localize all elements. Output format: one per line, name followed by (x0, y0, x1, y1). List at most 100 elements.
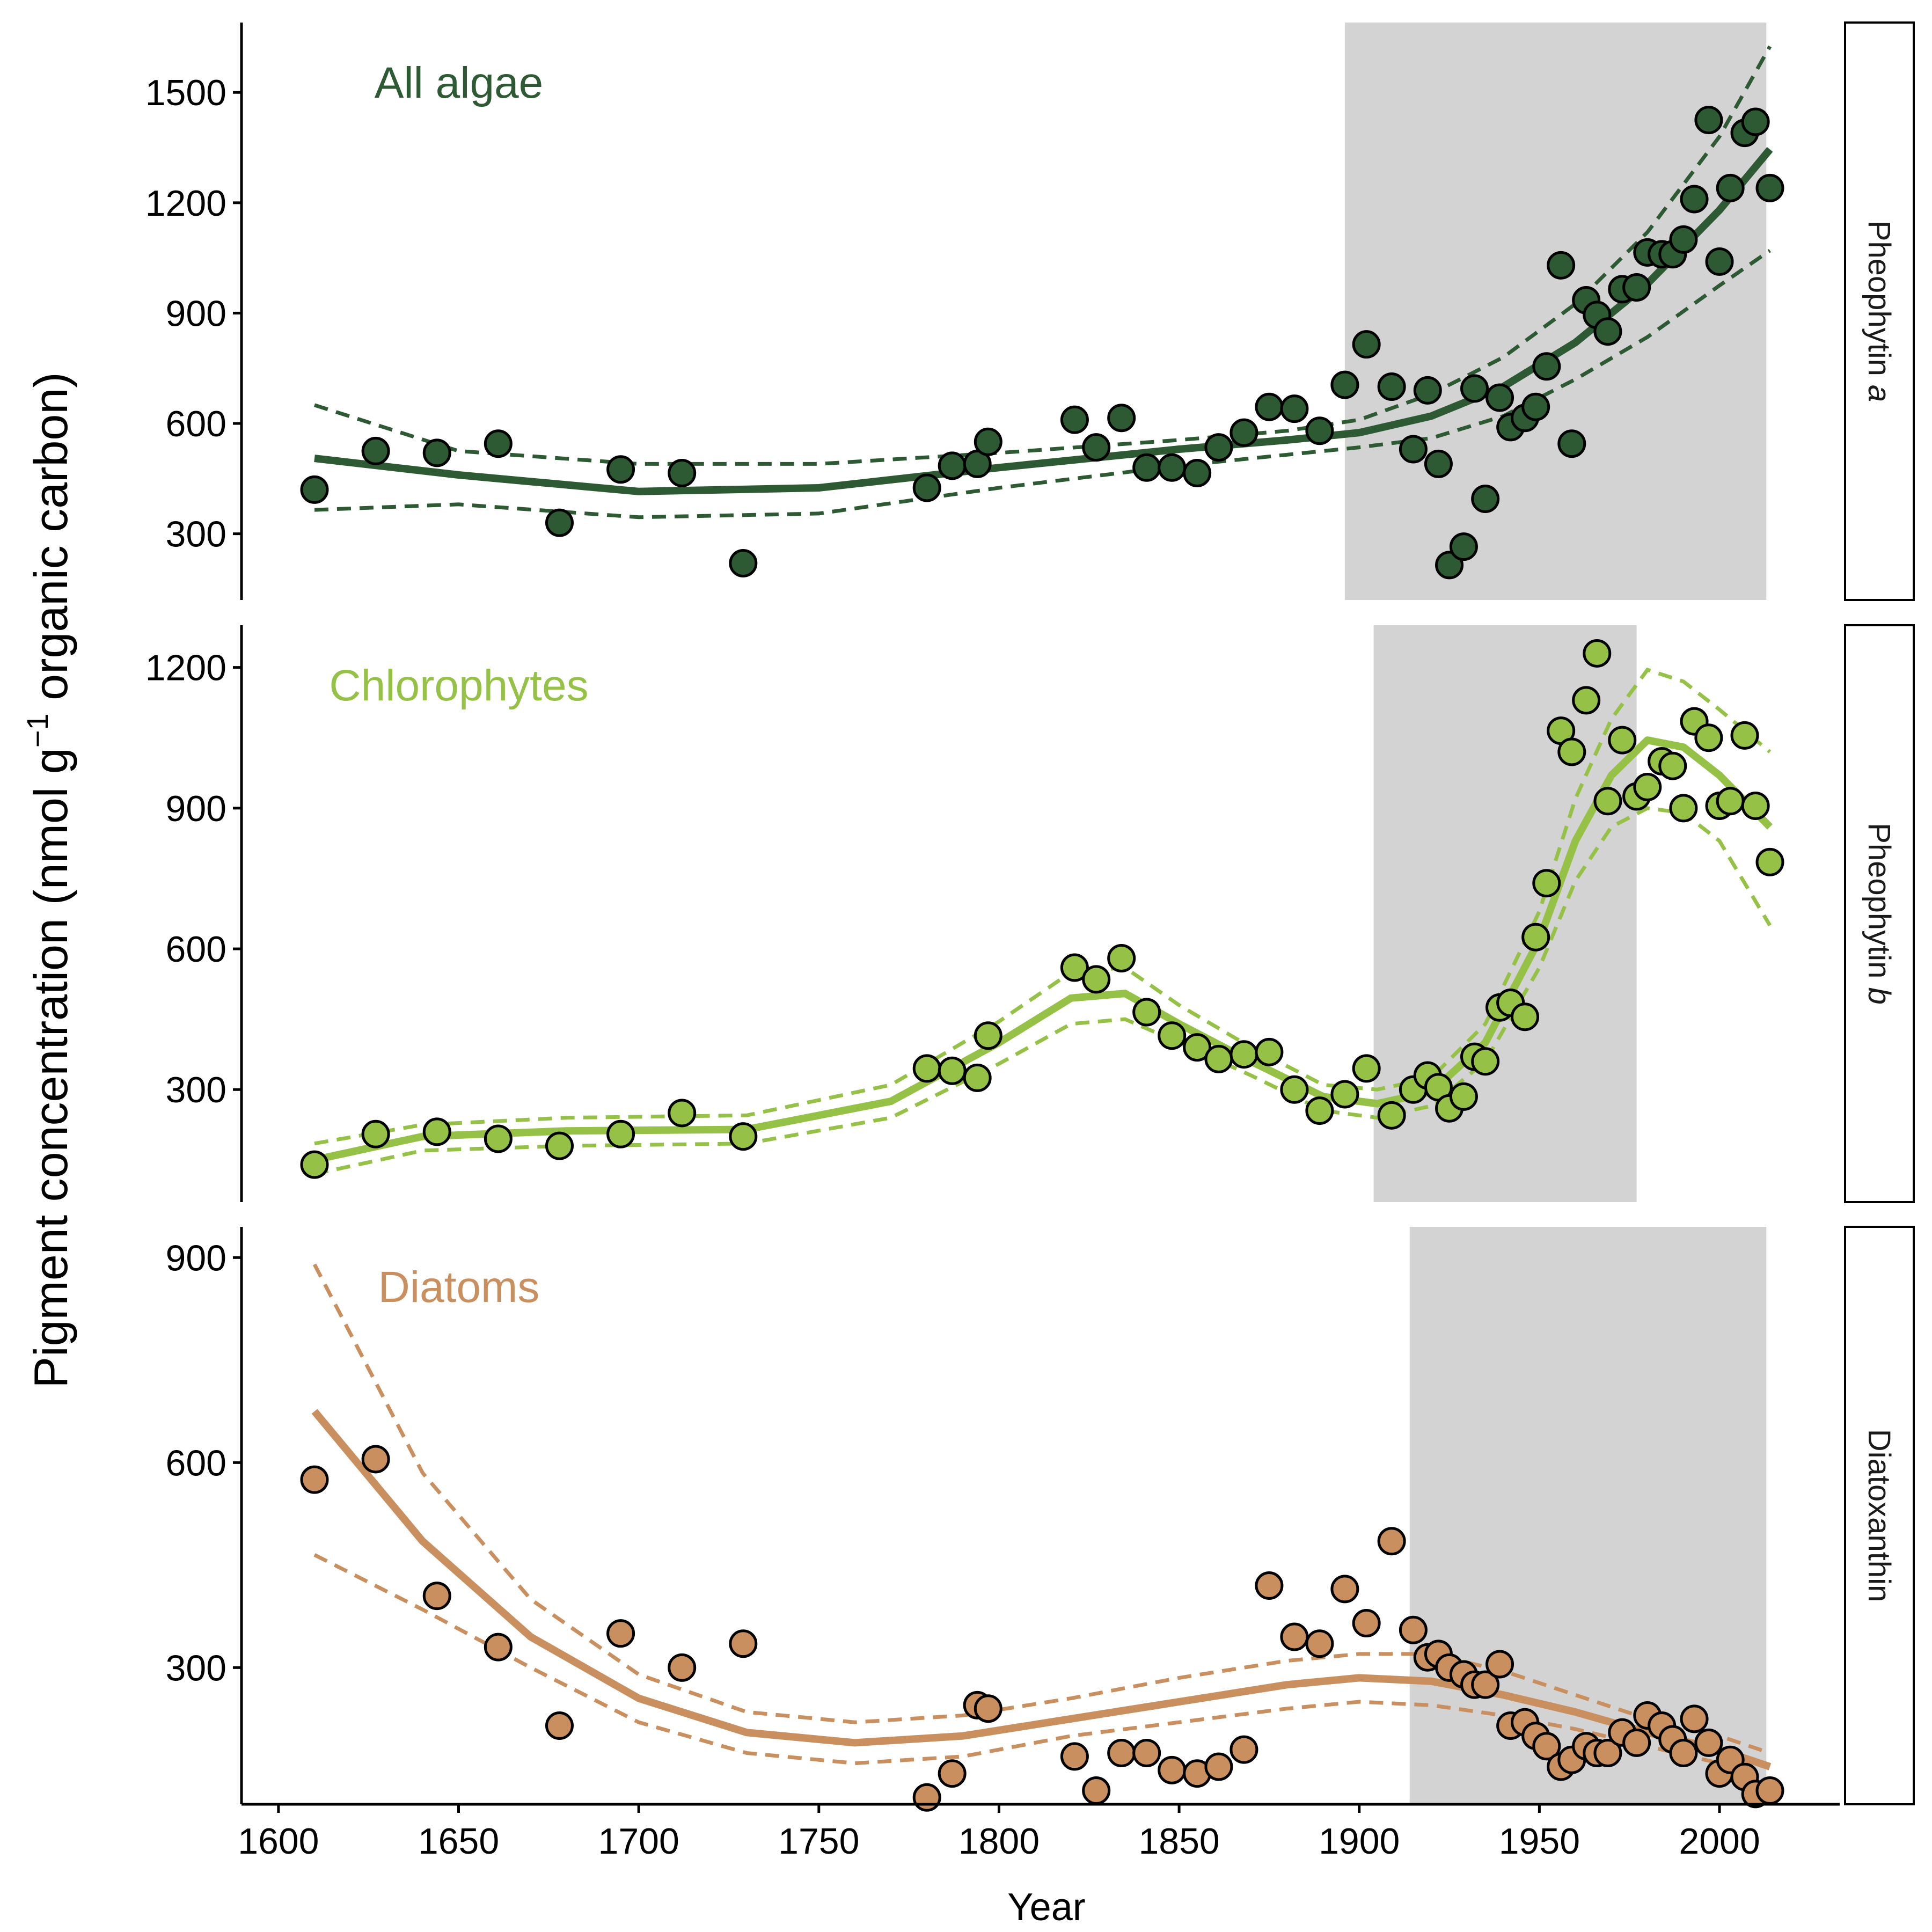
data-point (1658, 751, 1687, 780)
facet-strip-label: Pheophytin b (1862, 823, 1897, 1005)
data-point (1158, 453, 1187, 482)
data-point (668, 459, 697, 488)
series-label: Chlorophytes (329, 661, 588, 710)
data-point (606, 1619, 635, 1648)
data-point (422, 1582, 451, 1611)
data-point (1680, 1704, 1709, 1733)
y-tick-label: 600 (166, 929, 226, 970)
y-tick-label: 600 (166, 1443, 226, 1483)
data-point (545, 1711, 574, 1740)
data-point (1669, 794, 1698, 823)
data-point (545, 1131, 574, 1160)
data-point (1132, 1738, 1161, 1767)
data-point (1557, 429, 1586, 458)
facet-strip (1844, 21, 1915, 601)
data-point (1622, 1728, 1651, 1757)
data-point (1622, 273, 1651, 302)
data-point (1730, 721, 1759, 750)
data-point (545, 508, 574, 537)
data-point (1680, 185, 1709, 214)
data-point (1532, 1732, 1561, 1761)
data-point (1521, 392, 1550, 421)
data-point (606, 455, 635, 484)
y-tick-label: 300 (166, 514, 226, 555)
data-point (1716, 787, 1745, 816)
y-axis-label-end: organic carbon) (24, 372, 77, 713)
facet-strip-text: Diatoxanthin (1862, 1429, 1897, 1602)
data-point (963, 1063, 992, 1092)
data-point (1377, 1527, 1406, 1556)
x-tick-label: 1650 (418, 1821, 499, 1862)
data-point (1255, 1037, 1284, 1066)
data-point (1755, 1776, 1784, 1805)
data-point (912, 1783, 941, 1812)
panel-3: 300 600 900 Diatoms Diatoxanthin (166, 1226, 1915, 1812)
data-point (484, 1124, 513, 1153)
data-point (1230, 1040, 1258, 1069)
data-point (361, 1445, 390, 1474)
x-axis-label: Year (1007, 1886, 1085, 1929)
data-point (300, 1150, 329, 1179)
data-point (1107, 404, 1136, 433)
data-point (1204, 1044, 1233, 1073)
data-point (1669, 225, 1698, 254)
data-point (1485, 383, 1514, 412)
data-point (1305, 1629, 1334, 1658)
data-point (1449, 1082, 1478, 1111)
data-point (1694, 723, 1723, 752)
data-point (1694, 1728, 1723, 1757)
y-tick-label: 1200 (145, 183, 226, 224)
fitted-trend-line (311, 1409, 1772, 1770)
data-point (912, 1054, 941, 1083)
data-point (1230, 418, 1258, 447)
data-point (974, 1694, 1002, 1723)
x-tick-label: 1850 (1138, 1821, 1219, 1862)
data-point (1280, 1622, 1309, 1651)
data-point (1557, 737, 1586, 766)
data-point (1377, 1101, 1406, 1130)
data-point (1399, 1615, 1428, 1644)
data-point (1399, 435, 1428, 464)
data-point (1593, 787, 1622, 816)
data-point (1082, 965, 1111, 994)
data-point (484, 1633, 513, 1662)
lower-confidence-line (313, 1553, 1771, 1782)
x-tick-label: 1600 (238, 1821, 319, 1862)
facet-strip-label: Diatoxanthin (1862, 1429, 1897, 1602)
data-point (1204, 433, 1233, 462)
lower-confidence-line (314, 806, 1772, 1176)
data-point (361, 436, 390, 465)
data-point (1471, 485, 1500, 514)
data-point (1511, 1002, 1540, 1031)
panel-2: 300 600 900 1200 Chlorophytes Pheophytin b (145, 624, 1915, 1203)
data-point (938, 1759, 967, 1788)
y-tick-label: 1500 (145, 72, 226, 113)
facet-strip (1844, 1226, 1915, 1805)
data-point (729, 548, 758, 577)
data-point (1352, 1609, 1381, 1638)
data-point (1460, 374, 1489, 403)
data-point (938, 1056, 967, 1085)
y-tick-label: 900 (166, 293, 226, 334)
y-axis-label: Pigment concentration (nmol g−1 organic … (20, 372, 77, 1388)
data-point (1352, 1054, 1381, 1083)
facet-strip-italic: b (1862, 987, 1897, 1005)
y-tick-label: 900 (166, 788, 226, 829)
data-point (1435, 551, 1464, 580)
data-point (1413, 376, 1442, 405)
panel-1: 300 600 900 1200 1500 All algae Pheophytin a (145, 21, 1915, 601)
data-point (974, 1021, 1002, 1050)
data-point (361, 1119, 390, 1148)
data-point (1082, 433, 1111, 462)
data-point (1183, 459, 1212, 488)
x-tick-label: 1800 (958, 1821, 1040, 1862)
data-point (1633, 773, 1662, 802)
data-point (1532, 869, 1561, 898)
facet-strip-italic: a (1862, 385, 1897, 402)
data-point (1583, 639, 1612, 668)
data-point (1705, 247, 1734, 276)
data-point (1449, 532, 1478, 561)
data-point (1593, 317, 1622, 346)
data-point (912, 473, 941, 502)
data-point (1060, 405, 1089, 434)
